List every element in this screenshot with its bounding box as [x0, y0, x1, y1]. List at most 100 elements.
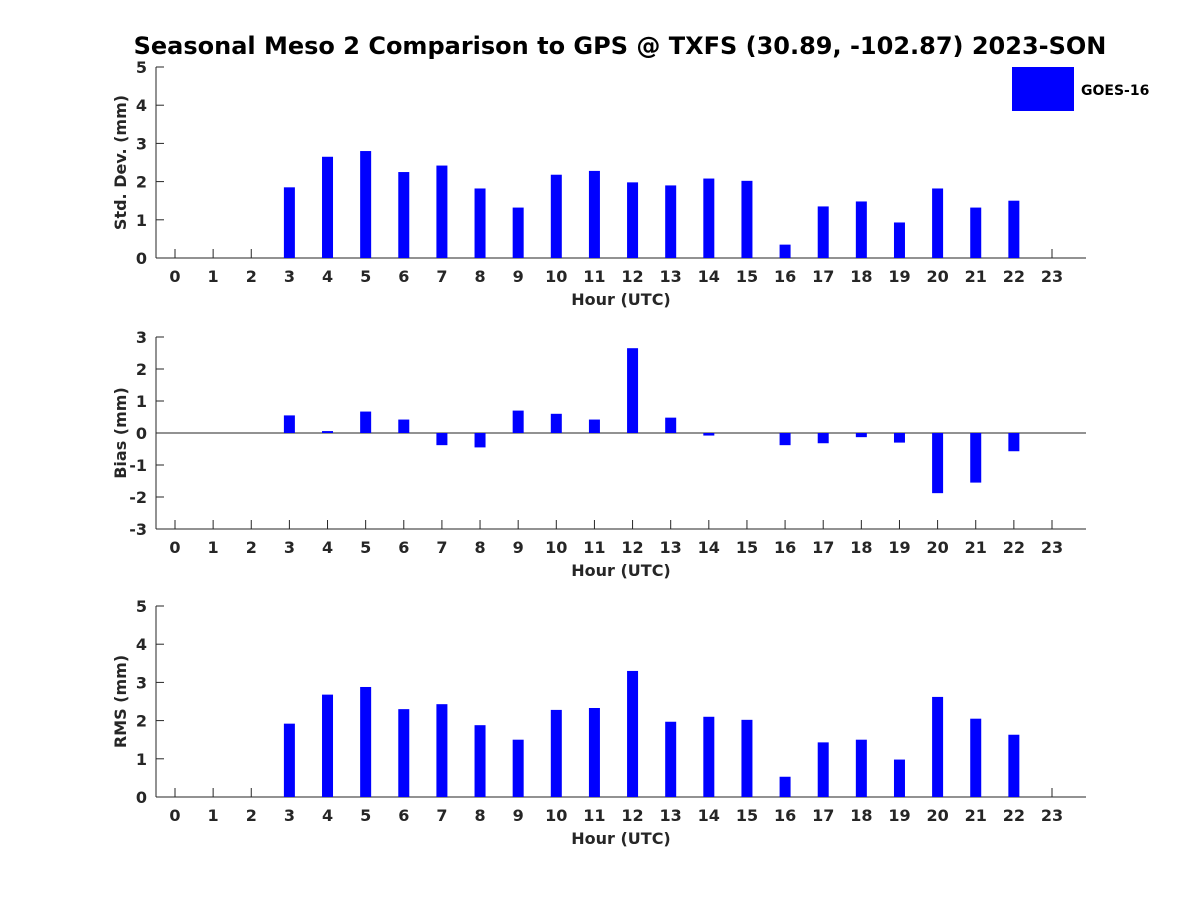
x-tick-label: 16	[774, 806, 796, 825]
x-tick-label: 2	[246, 267, 257, 286]
x-tick-label: 2	[246, 538, 257, 557]
bar-rms-hour-22	[1008, 734, 1020, 797]
bar-rms-hour-21	[970, 718, 982, 797]
chart-title: Seasonal Meso 2 Comparison to GPS @ TXFS…	[134, 32, 1107, 60]
bar-rms-hour-19	[893, 759, 905, 797]
bar-bias-hour-13	[665, 417, 677, 433]
x-tick-label: 4	[322, 806, 333, 825]
bar-std-dev-hour-13	[665, 185, 677, 258]
x-tick-label: 0	[169, 538, 180, 557]
bar-std-dev-hour-16	[779, 244, 791, 258]
bar-std-dev-hour-8	[474, 188, 486, 258]
x-tick-label: 18	[850, 267, 872, 286]
x-tick-label: 22	[1003, 806, 1025, 825]
bar-bias-hour-5	[360, 411, 372, 433]
bar-std-dev-hour-18	[855, 201, 867, 258]
y-axis-label: Std. Dev. (mm)	[111, 95, 130, 230]
x-tick-label: 15	[736, 538, 758, 557]
bar-rms-hour-11	[588, 707, 600, 797]
bar-rms-hour-20	[932, 696, 944, 797]
bar-rms-hour-14	[703, 716, 715, 797]
x-tick-label: 17	[812, 538, 834, 557]
bar-bias-hour-14	[703, 433, 715, 436]
x-tick-label: 8	[474, 267, 485, 286]
x-tick-label: 9	[513, 538, 524, 557]
y-tick-label: 2	[136, 712, 147, 731]
y-tick-label: -3	[129, 520, 147, 539]
x-tick-label: 22	[1003, 267, 1025, 286]
bar-rms-hour-5	[360, 686, 372, 797]
bar-std-dev-hour-21	[970, 207, 982, 258]
bar-std-dev-hour-17	[817, 206, 829, 258]
x-tick-label: 4	[322, 538, 333, 557]
bar-bias-hour-3	[283, 415, 295, 433]
x-tick-label: 8	[474, 538, 485, 557]
bar-std-dev-hour-3	[283, 187, 295, 258]
legend: GOES-16	[1012, 67, 1149, 111]
x-tick-label: 14	[698, 806, 720, 825]
y-tick-label: -2	[129, 488, 147, 507]
x-tick-label: 9	[513, 267, 524, 286]
y-tick-label: 1	[136, 750, 147, 769]
x-tick-label: 6	[398, 267, 409, 286]
y-tick-label: 4	[136, 96, 147, 115]
bar-bias-hour-11	[588, 419, 600, 433]
x-tick-label: 6	[398, 538, 409, 557]
y-tick-label: 3	[136, 673, 147, 692]
bar-rms-hour-3	[283, 723, 295, 797]
x-tick-label: 13	[660, 538, 682, 557]
x-tick-label: 1	[208, 806, 219, 825]
legend-swatch	[1012, 67, 1074, 111]
x-tick-label: 2	[246, 806, 257, 825]
y-axis-label: RMS (mm)	[111, 655, 130, 748]
bar-std-dev-hour-6	[398, 172, 410, 258]
x-tick-label: 1	[208, 538, 219, 557]
x-tick-label: 20	[926, 806, 948, 825]
x-tick-label: 3	[284, 267, 295, 286]
bar-bias-hour-16	[779, 433, 791, 446]
x-tick-label: 10	[545, 538, 567, 557]
x-tick-label: 13	[660, 806, 682, 825]
bar-bias-hour-18	[855, 433, 867, 438]
y-tick-label: 4	[136, 635, 147, 654]
y-tick-label: 1	[136, 211, 147, 230]
x-tick-label: 14	[698, 538, 720, 557]
bar-rms-hour-17	[817, 742, 829, 797]
x-tick-label: 15	[736, 806, 758, 825]
x-tick-label: 1	[208, 267, 219, 286]
bar-rms-hour-9	[512, 739, 524, 797]
bar-bias-hour-21	[970, 433, 982, 483]
bar-std-dev-hour-15	[741, 180, 753, 258]
x-tick-label: 11	[583, 267, 605, 286]
x-tick-label: 19	[888, 538, 910, 557]
y-tick-label: 2	[136, 360, 147, 379]
x-tick-label: 17	[812, 267, 834, 286]
bar-bias-hour-10	[550, 413, 562, 433]
legend-label: GOES-16	[1081, 83, 1149, 99]
bar-std-dev-hour-5	[360, 151, 372, 258]
bar-bias-hour-22	[1008, 433, 1020, 452]
bar-bias-hour-7	[436, 433, 448, 446]
x-tick-label: 14	[698, 267, 720, 286]
x-tick-label: 3	[284, 806, 295, 825]
bar-bias-hour-12	[627, 348, 639, 433]
x-axis-label: Hour (UTC)	[571, 290, 671, 309]
x-tick-label: 0	[169, 806, 180, 825]
x-tick-label: 11	[583, 538, 605, 557]
bar-rms-hour-15	[741, 719, 753, 797]
x-tick-label: 21	[965, 267, 987, 286]
x-axis-label: Hour (UTC)	[571, 829, 671, 848]
x-tick-label: 12	[621, 538, 643, 557]
x-tick-label: 10	[545, 267, 567, 286]
x-tick-label: 15	[736, 267, 758, 286]
x-tick-label: 23	[1041, 806, 1063, 825]
x-tick-label: 16	[774, 538, 796, 557]
y-tick-label: 3	[136, 134, 147, 153]
y-tick-label: -1	[129, 456, 147, 475]
x-tick-label: 7	[436, 806, 447, 825]
x-tick-label: 3	[284, 538, 295, 557]
x-tick-label: 18	[850, 538, 872, 557]
x-tick-label: 19	[888, 806, 910, 825]
bar-bias-hour-6	[398, 419, 410, 433]
x-tick-label: 7	[436, 538, 447, 557]
